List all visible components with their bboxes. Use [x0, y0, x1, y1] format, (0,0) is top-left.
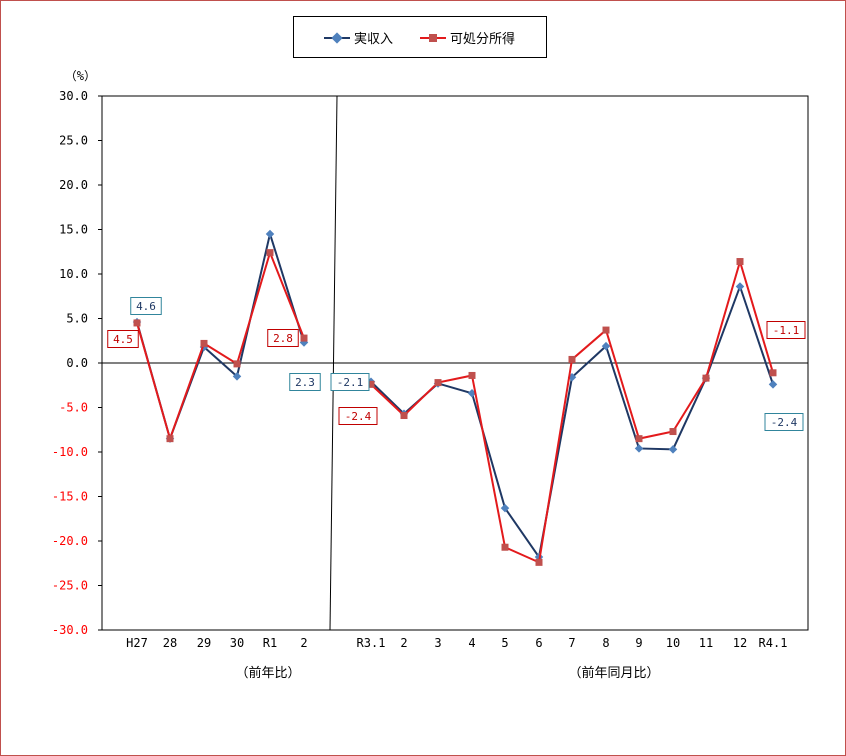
svg-text:-2.4: -2.4: [345, 410, 372, 423]
series-1-point: [133, 319, 141, 327]
x-tick-label: 6: [535, 636, 542, 650]
x-group-label: （前年比）: [235, 665, 300, 681]
series-1-point: [367, 380, 375, 388]
y-tick-label: 30.0: [59, 89, 88, 103]
x-tick-label: 10: [666, 636, 680, 650]
x-tick-label: R3.1: [357, 636, 386, 650]
x-tick-label: 9: [635, 636, 642, 650]
x-tick-label: 3: [434, 636, 441, 650]
x-tick-label: 5: [501, 636, 508, 650]
svg-text:-2.1: -2.1: [337, 376, 364, 389]
chart-legend: 実収入 可処分所得: [293, 16, 547, 58]
x-tick-label: 7: [568, 636, 575, 650]
x-tick-label: 29: [197, 636, 211, 650]
x-tick-label: 2: [400, 636, 407, 650]
series-1-point: [769, 369, 777, 377]
y-tick-label: 5.0: [66, 312, 88, 326]
series-1-point: [468, 371, 476, 379]
data-label-series-0: 4.6: [130, 297, 162, 315]
legend-item-kashobun-shotoku: 可処分所得: [420, 31, 515, 47]
x-tick-label: H27: [126, 636, 148, 650]
series-1-point: [166, 435, 174, 443]
svg-text:2.8: 2.8: [273, 332, 293, 345]
series-0-point: [634, 444, 644, 453]
series-0-point: [232, 372, 242, 381]
x-tick-label: R1: [263, 636, 277, 650]
x-tick-label: 4: [468, 636, 475, 650]
series-1-point: [702, 374, 710, 382]
x-tick-label: 2: [300, 636, 307, 650]
series-1-point: [635, 435, 643, 443]
y-tick-label: -5.0: [59, 401, 88, 415]
x-tick-label: 28: [163, 636, 177, 650]
svg-text:4.6: 4.6: [136, 300, 156, 313]
legend-label-series-0: 実収入: [354, 31, 393, 47]
x-tick-label: R4.1: [759, 636, 788, 650]
series-1-point: [400, 412, 408, 420]
x-tick-label: 30: [230, 636, 244, 650]
series-0-point: [735, 282, 745, 291]
section-divider: [329, 95, 338, 631]
y-tick-label: 20.0: [59, 178, 88, 192]
data-label-series-1: -2.4: [338, 407, 378, 425]
series-0-point: [265, 229, 275, 239]
data-label-series-0: -2.4: [764, 413, 804, 431]
y-tick-label: -30.0: [52, 623, 88, 637]
y-tick-label: -10.0: [52, 445, 88, 459]
x-tick-label: 8: [602, 636, 609, 650]
series-1-point: [669, 428, 677, 436]
unit-label: （%）: [65, 69, 96, 83]
series-1-point: [434, 379, 442, 387]
legend-item-jisshunyu: 実収入: [324, 31, 393, 47]
y-tick-label: -20.0: [52, 534, 88, 548]
series-line-1: [136, 249, 305, 442]
x-tick-label: 11: [699, 636, 713, 650]
x-group-label: （前年同月比）: [568, 665, 659, 681]
svg-text:-1.1: -1.1: [773, 324, 800, 337]
y-tick-label: -15.0: [52, 490, 88, 504]
series-1-point: [200, 339, 208, 347]
data-label-series-1: 4.5: [107, 330, 139, 348]
series-1-point: [266, 249, 274, 257]
series-0-point: [601, 341, 611, 351]
series-1-point: [501, 543, 509, 551]
series-1-point: [736, 258, 744, 266]
series-line-0: [370, 283, 774, 560]
x-tick-label: 12: [733, 636, 747, 650]
svg-text:2.3: 2.3: [295, 376, 315, 389]
y-tick-label: 15.0: [59, 223, 88, 237]
series-1-point: [535, 558, 543, 566]
y-tick-label: 10.0: [59, 267, 88, 281]
series-1-point: [568, 355, 576, 363]
y-tick-label: 25.0: [59, 134, 88, 148]
series-1-point: [233, 360, 241, 368]
legend-label-series-1: 可処分所得: [450, 31, 515, 47]
series-0-point: [668, 445, 678, 454]
data-label-series-1: 2.8: [267, 329, 299, 347]
y-tick-label: -25.0: [52, 579, 88, 593]
data-label-series-0: 2.3: [289, 373, 321, 391]
svg-text:4.5: 4.5: [113, 333, 133, 346]
series-1-point: [602, 326, 610, 334]
svg-text:-2.4: -2.4: [771, 416, 798, 429]
series-1-point: [300, 334, 308, 342]
data-label-series-1: -1.1: [766, 321, 806, 339]
series-0-point: [500, 503, 510, 513]
series-0-point: [768, 380, 778, 389]
series-line-1: [370, 257, 774, 564]
y-tick-label: 0.0: [66, 356, 88, 370]
data-label-series-0: -2.1: [330, 373, 370, 391]
